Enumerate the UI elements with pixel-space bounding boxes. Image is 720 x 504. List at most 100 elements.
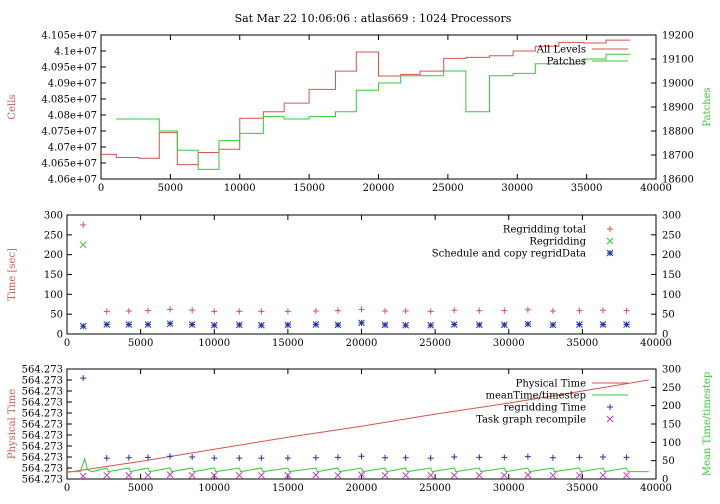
data-point <box>623 471 630 479</box>
data-point <box>599 471 607 479</box>
data-point <box>358 306 365 313</box>
x-tick-label: 10000 <box>198 338 230 349</box>
data-point <box>623 307 630 314</box>
y2-tick-label: 50 <box>662 310 675 321</box>
data-point <box>125 454 132 461</box>
y2-tick-label: 300 <box>662 365 681 376</box>
data-point <box>576 454 583 461</box>
y-tick-label: 200 <box>44 250 63 261</box>
data-point <box>576 321 583 328</box>
data-point <box>284 321 292 329</box>
y-tick-label: 4.095e+07 <box>41 63 97 74</box>
data-point <box>125 471 133 479</box>
y-tick-label: 4.07e+07 <box>48 143 97 154</box>
y-tick-label: 564.273 <box>22 464 63 475</box>
series-regridding <box>79 241 87 249</box>
y-tick-label: 564.273 <box>22 376 63 387</box>
y2-tick-label: 100 <box>662 290 681 301</box>
data-point <box>210 471 218 479</box>
y2-tick-label: 18800 <box>662 127 694 138</box>
data-point <box>427 471 435 479</box>
series-line <box>66 379 649 473</box>
data-point <box>599 454 606 460</box>
y2-tick-label: 200 <box>662 401 681 412</box>
y-axis-label: Time [sec] <box>7 248 18 301</box>
legend-label: All Levels <box>536 45 586 56</box>
y-tick-label: 4.09e+07 <box>48 79 97 90</box>
y-tick-label: 300 <box>44 211 63 222</box>
legend-swatch <box>606 415 614 423</box>
y-tick-label: 4.075e+07 <box>41 127 97 138</box>
data-point <box>334 321 342 329</box>
data-point <box>258 308 265 315</box>
series-task-graph-recompile <box>79 471 630 480</box>
y-tick-label: 564.273 <box>22 420 63 431</box>
legend-swatch <box>606 237 614 245</box>
y-tick-label: 4.065e+07 <box>41 159 97 170</box>
y2-tick-label: 18900 <box>662 103 694 114</box>
data-point <box>210 321 218 329</box>
x-tick-label: 25000 <box>419 483 451 494</box>
series-line <box>101 39 631 166</box>
y-tick-label: 4.08e+07 <box>48 111 97 122</box>
data-point <box>79 472 87 480</box>
x-tick-label: 15000 <box>293 183 325 194</box>
data-point <box>284 455 291 462</box>
data-point <box>427 321 435 329</box>
x-tick-label: 10000 <box>224 183 256 194</box>
data-point <box>500 471 508 479</box>
data-point <box>549 307 556 314</box>
x-tick-label: 5000 <box>128 483 153 494</box>
data-point <box>258 471 265 479</box>
x-tick-label: 30000 <box>493 483 525 494</box>
data-point <box>167 306 174 313</box>
x-tick-label: 5000 <box>128 338 153 349</box>
data-point <box>103 455 110 462</box>
legend-label: Regridding total <box>503 225 586 236</box>
data-point <box>623 454 630 461</box>
series-line <box>116 53 631 170</box>
data-point <box>189 454 196 460</box>
x-tick-label: 40000 <box>640 338 672 349</box>
y-tick-label: 4.085e+07 <box>41 95 97 106</box>
y2-tick-label: 100 <box>662 438 681 449</box>
x-tick-label: 20000 <box>346 338 378 349</box>
data-point <box>382 454 389 461</box>
x-tick-label: 30000 <box>493 338 525 349</box>
x-tick-label: 15000 <box>272 483 304 494</box>
data-point <box>475 471 483 479</box>
data-point <box>450 471 458 479</box>
data-point <box>475 321 483 329</box>
data-point <box>103 471 111 479</box>
data-point <box>125 321 133 328</box>
data-point <box>402 454 409 461</box>
data-point <box>599 321 607 328</box>
data-point <box>188 321 196 328</box>
y-axis-label: Physical Time <box>7 389 18 459</box>
data-point <box>402 471 410 479</box>
data-point <box>312 454 319 461</box>
legend-label: Regridding <box>529 237 586 248</box>
data-point <box>79 322 87 330</box>
y2-axis-label: Mean Time/timestep <box>702 372 713 476</box>
y-tick-label: 564.273 <box>22 365 63 376</box>
data-point <box>476 454 483 461</box>
x-tick-label: 10000 <box>198 483 230 494</box>
y-tick-label: 564.273 <box>22 453 63 464</box>
data-point <box>312 471 320 479</box>
data-point <box>427 308 434 315</box>
data-point <box>524 453 531 460</box>
y2-tick-label: 19200 <box>662 31 694 42</box>
y2-axis-label: Patches <box>702 87 713 126</box>
data-point <box>80 375 87 382</box>
y-tick-label: 50 <box>50 310 63 321</box>
data-point <box>125 307 132 314</box>
series-physical-time <box>66 379 649 473</box>
data-point <box>188 471 196 479</box>
x-tick-label: 35000 <box>566 338 598 349</box>
data-point <box>402 321 410 329</box>
data-point <box>381 471 389 479</box>
data-point <box>189 307 196 314</box>
data-point <box>334 307 341 314</box>
data-point <box>476 307 483 314</box>
